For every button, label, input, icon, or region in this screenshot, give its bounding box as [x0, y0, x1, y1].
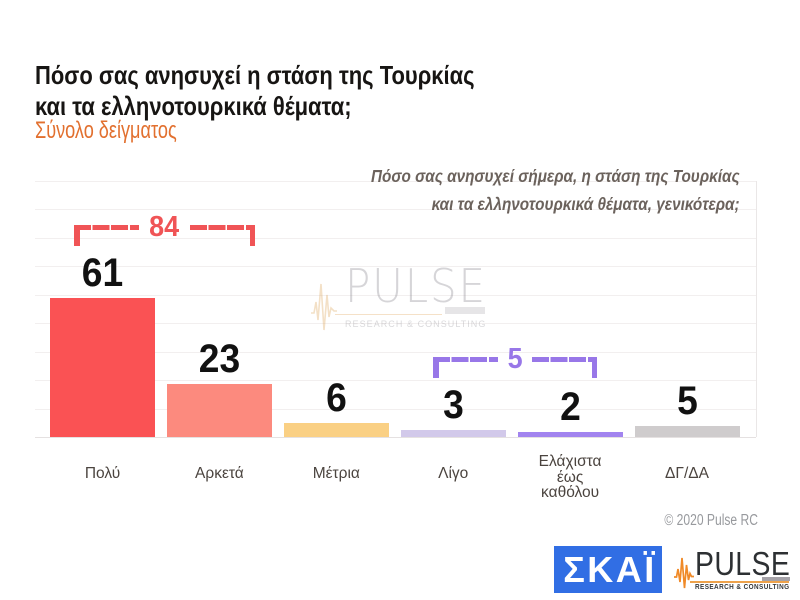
skai-logo-text: ΣΚΑΪ	[563, 548, 657, 590]
copyright-note: © 2020 Pulse RC	[664, 512, 758, 529]
pulse-logo-tagline: RESEARCH & CONSULTING	[695, 582, 790, 591]
bracket-cap	[74, 225, 80, 246]
page-title: Πόσο σας ανησυχεί η στάση της Τουρκίας κα…	[35, 60, 475, 122]
title-line-2: και τα ελληνοτουρκικά θέματα;	[35, 91, 352, 121]
category-label: Λίγο	[438, 465, 469, 482]
category-label: Μέτρια	[312, 465, 360, 482]
watermark-brand-text: PULSE	[345, 259, 487, 313]
category-label: ΔΓ/ΔΑ	[665, 465, 709, 482]
value-label: 23	[198, 337, 241, 382]
x-axis-line	[35, 437, 756, 438]
gridline	[35, 181, 756, 182]
pulse-watermark: PULSE RESEARCH & CONSULTING	[308, 263, 498, 334]
value-label: 6	[325, 376, 347, 421]
category-label: Αρκετά	[195, 465, 244, 482]
watermark-tagline: RESEARCH & CONSULTING	[345, 319, 487, 329]
bar-2	[166, 384, 272, 437]
title-line-1: Πόσο σας ανησυχεί η στάση της Τουρκίας	[35, 60, 475, 90]
pulse-logo-rule	[690, 581, 789, 583]
bracket-dash	[74, 225, 140, 230]
bracket-dash	[189, 225, 256, 230]
sample-subtitle: Σύνολο δείγματος	[35, 117, 177, 144]
pulse-logo-block	[762, 576, 790, 581]
gridline	[35, 266, 756, 268]
bracket-value: 5	[507, 343, 523, 375]
survey-question: Πόσο σας ανησυχεί σήμερα, η στάση της Το…	[371, 163, 740, 218]
watermark-block	[445, 307, 485, 314]
gridline	[35, 323, 756, 325]
survey-question-line-2: και τα ελληνοτουρκικά θέματα, γενικότερα…	[431, 193, 740, 214]
watermark-rule	[335, 313, 442, 315]
pulse-logo-brand-text: PULSE	[695, 545, 791, 582]
gridline	[35, 380, 756, 382]
bar-3	[283, 423, 389, 437]
category-label: Πολύ	[84, 465, 121, 482]
value-label: 2	[559, 385, 581, 430]
bar-6	[634, 425, 740, 437]
survey-question-line-1: Πόσο σας ανησυχεί σήμερα, η στάση της Το…	[371, 166, 740, 186]
gridline	[35, 209, 756, 211]
pulse-logo: PULSE RESEARCH & CONSULTING	[670, 545, 795, 595]
bracket-cap	[433, 357, 439, 378]
gridline	[35, 351, 756, 353]
bracket-dash	[532, 357, 598, 362]
bracket-cap	[591, 357, 597, 378]
gridline	[35, 294, 756, 296]
value-label: 3	[442, 383, 464, 428]
value-label: 5	[676, 378, 698, 423]
bar-5	[517, 432, 623, 437]
bracket-cap	[249, 225, 255, 246]
bracket-annotation: 5	[433, 345, 598, 378]
bracket-dash	[433, 357, 498, 362]
plot-right-border	[756, 181, 757, 437]
skai-logo: ΣΚΑΪ	[554, 546, 662, 593]
category-label: Ελάχιστα έως καθόλου	[538, 453, 602, 501]
bar-4	[400, 430, 506, 437]
bracket-value: 84	[149, 211, 180, 243]
pulse-wave-icon	[674, 557, 694, 589]
bar-1	[50, 297, 155, 437]
gridline	[35, 408, 756, 410]
pulse-wave-icon	[311, 283, 337, 331]
gridline	[35, 237, 756, 239]
value-label: 61	[81, 250, 124, 295]
bracket-annotation: 84	[74, 213, 256, 246]
